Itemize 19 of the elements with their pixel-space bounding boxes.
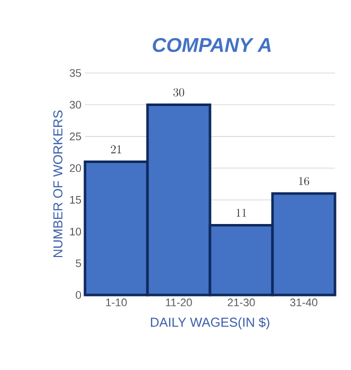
y-axis-title: NUMBER OF WORKERS (53, 110, 62, 258)
y-tick-label: 0 (76, 291, 82, 299)
y-tick-label: 15 (70, 196, 82, 204)
chart-title: COMPANY A (152, 38, 271, 52)
x-tick-label: 31-40 (290, 298, 318, 306)
y-tick-label: 5 (76, 259, 82, 268)
y-tick-label: 10 (70, 228, 82, 236)
y-tick-label: 20 (70, 164, 82, 172)
data-label: 21 (110, 145, 122, 154)
x-tick-label: 1-10 (106, 298, 127, 306)
y-tick-label: 30 (70, 100, 82, 109)
x-tick-label: 11-20 (166, 298, 192, 306)
data-label: 16 (298, 176, 310, 186)
data-label: 11 (236, 208, 246, 217)
y-tick-label: 25 (70, 132, 82, 140)
data-label: 30 (173, 88, 184, 96)
x-tick-label: 21-30 (228, 298, 255, 306)
x-axis-title: DAILY WAGES(IN $) (150, 317, 270, 330)
y-tick-label: 35 (70, 69, 82, 77)
